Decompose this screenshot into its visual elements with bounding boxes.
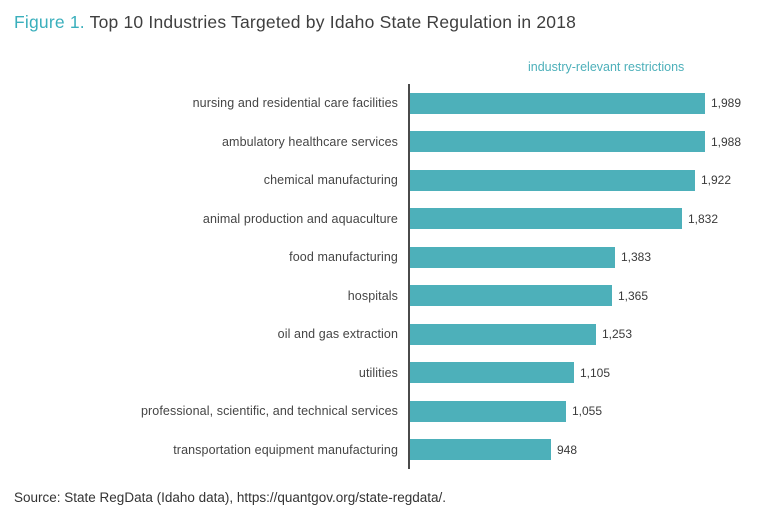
chart-row: transportation equipment manufacturing 9… — [0, 430, 768, 469]
category-label: utilities — [358, 365, 398, 380]
bar-area: 1,832 — [408, 199, 768, 238]
chart-row: professional, scientific, and technical … — [0, 392, 768, 431]
figure-number: Figure 1. — [14, 12, 85, 32]
figure-title-text: Top 10 Industries Targeted by Idaho Stat… — [84, 12, 577, 32]
category-label: food manufacturing — [289, 250, 398, 265]
chart-row: utilities 1,105 — [0, 353, 768, 392]
bar — [410, 169, 695, 191]
source-note: Source: State RegData (Idaho data), http… — [14, 490, 447, 505]
chart-row: ambulatory healthcare services 1,988 — [0, 122, 768, 161]
bar — [410, 323, 596, 345]
bar — [410, 131, 705, 153]
bar — [410, 400, 566, 422]
chart-row: oil and gas extraction 1,253 — [0, 315, 768, 354]
bar-value-label: 1,365 — [618, 288, 649, 303]
bar-value-label: 1,055 — [572, 404, 603, 419]
bar — [410, 439, 551, 461]
figure-title: Figure 1. Top 10 Industries Targeted by … — [14, 12, 576, 33]
category-label: transportation equipment manufacturing — [173, 442, 398, 457]
bar-area: 1,105 — [408, 353, 768, 392]
bar-value-label: 1,105 — [580, 365, 611, 380]
bar-area: 1,383 — [408, 238, 768, 277]
category-label: animal production and aquaculture — [202, 211, 398, 226]
category-label: chemical manufacturing — [263, 173, 398, 188]
series-label: industry-relevant restrictions — [528, 60, 685, 74]
bar — [410, 208, 682, 230]
bar-value-label: 1,832 — [688, 211, 719, 226]
bar-area: 948 — [408, 430, 768, 469]
bar-value-label: 1,253 — [602, 327, 633, 342]
bar-value-label: 948 — [557, 442, 578, 457]
chart-row: food manufacturing 1,383 — [0, 238, 768, 277]
bar-value-label: 1,922 — [701, 173, 732, 188]
bar-value-label: 1,383 — [621, 250, 652, 265]
category-label: professional, scientific, and technical … — [140, 404, 398, 419]
category-label: oil and gas extraction — [277, 327, 398, 342]
bar — [410, 246, 615, 268]
chart-row: animal production and aquaculture 1,832 — [0, 199, 768, 238]
bar-area: 1,922 — [408, 161, 768, 200]
category-label: nursing and residential care facilities — [192, 96, 398, 111]
bar-area: 1,988 — [408, 122, 768, 161]
bar-value-label: 1,988 — [711, 134, 742, 149]
bar — [410, 92, 705, 114]
bar — [410, 285, 612, 307]
bar-area: 1,253 — [408, 315, 768, 354]
bar-area: 1,365 — [408, 276, 768, 315]
bar-chart: nursing and residential care facilities … — [0, 84, 768, 469]
bar-area: 1,055 — [408, 392, 768, 431]
chart-row: hospitals 1,365 — [0, 276, 768, 315]
chart-row: nursing and residential care facilities … — [0, 84, 768, 123]
category-label: hospitals — [347, 288, 398, 303]
bar — [410, 362, 574, 384]
category-label: ambulatory healthcare services — [222, 134, 398, 149]
bar-value-label: 1,989 — [711, 96, 742, 111]
chart-row: chemical manufacturing 1,922 — [0, 161, 768, 200]
bar-area: 1,989 — [408, 84, 768, 123]
